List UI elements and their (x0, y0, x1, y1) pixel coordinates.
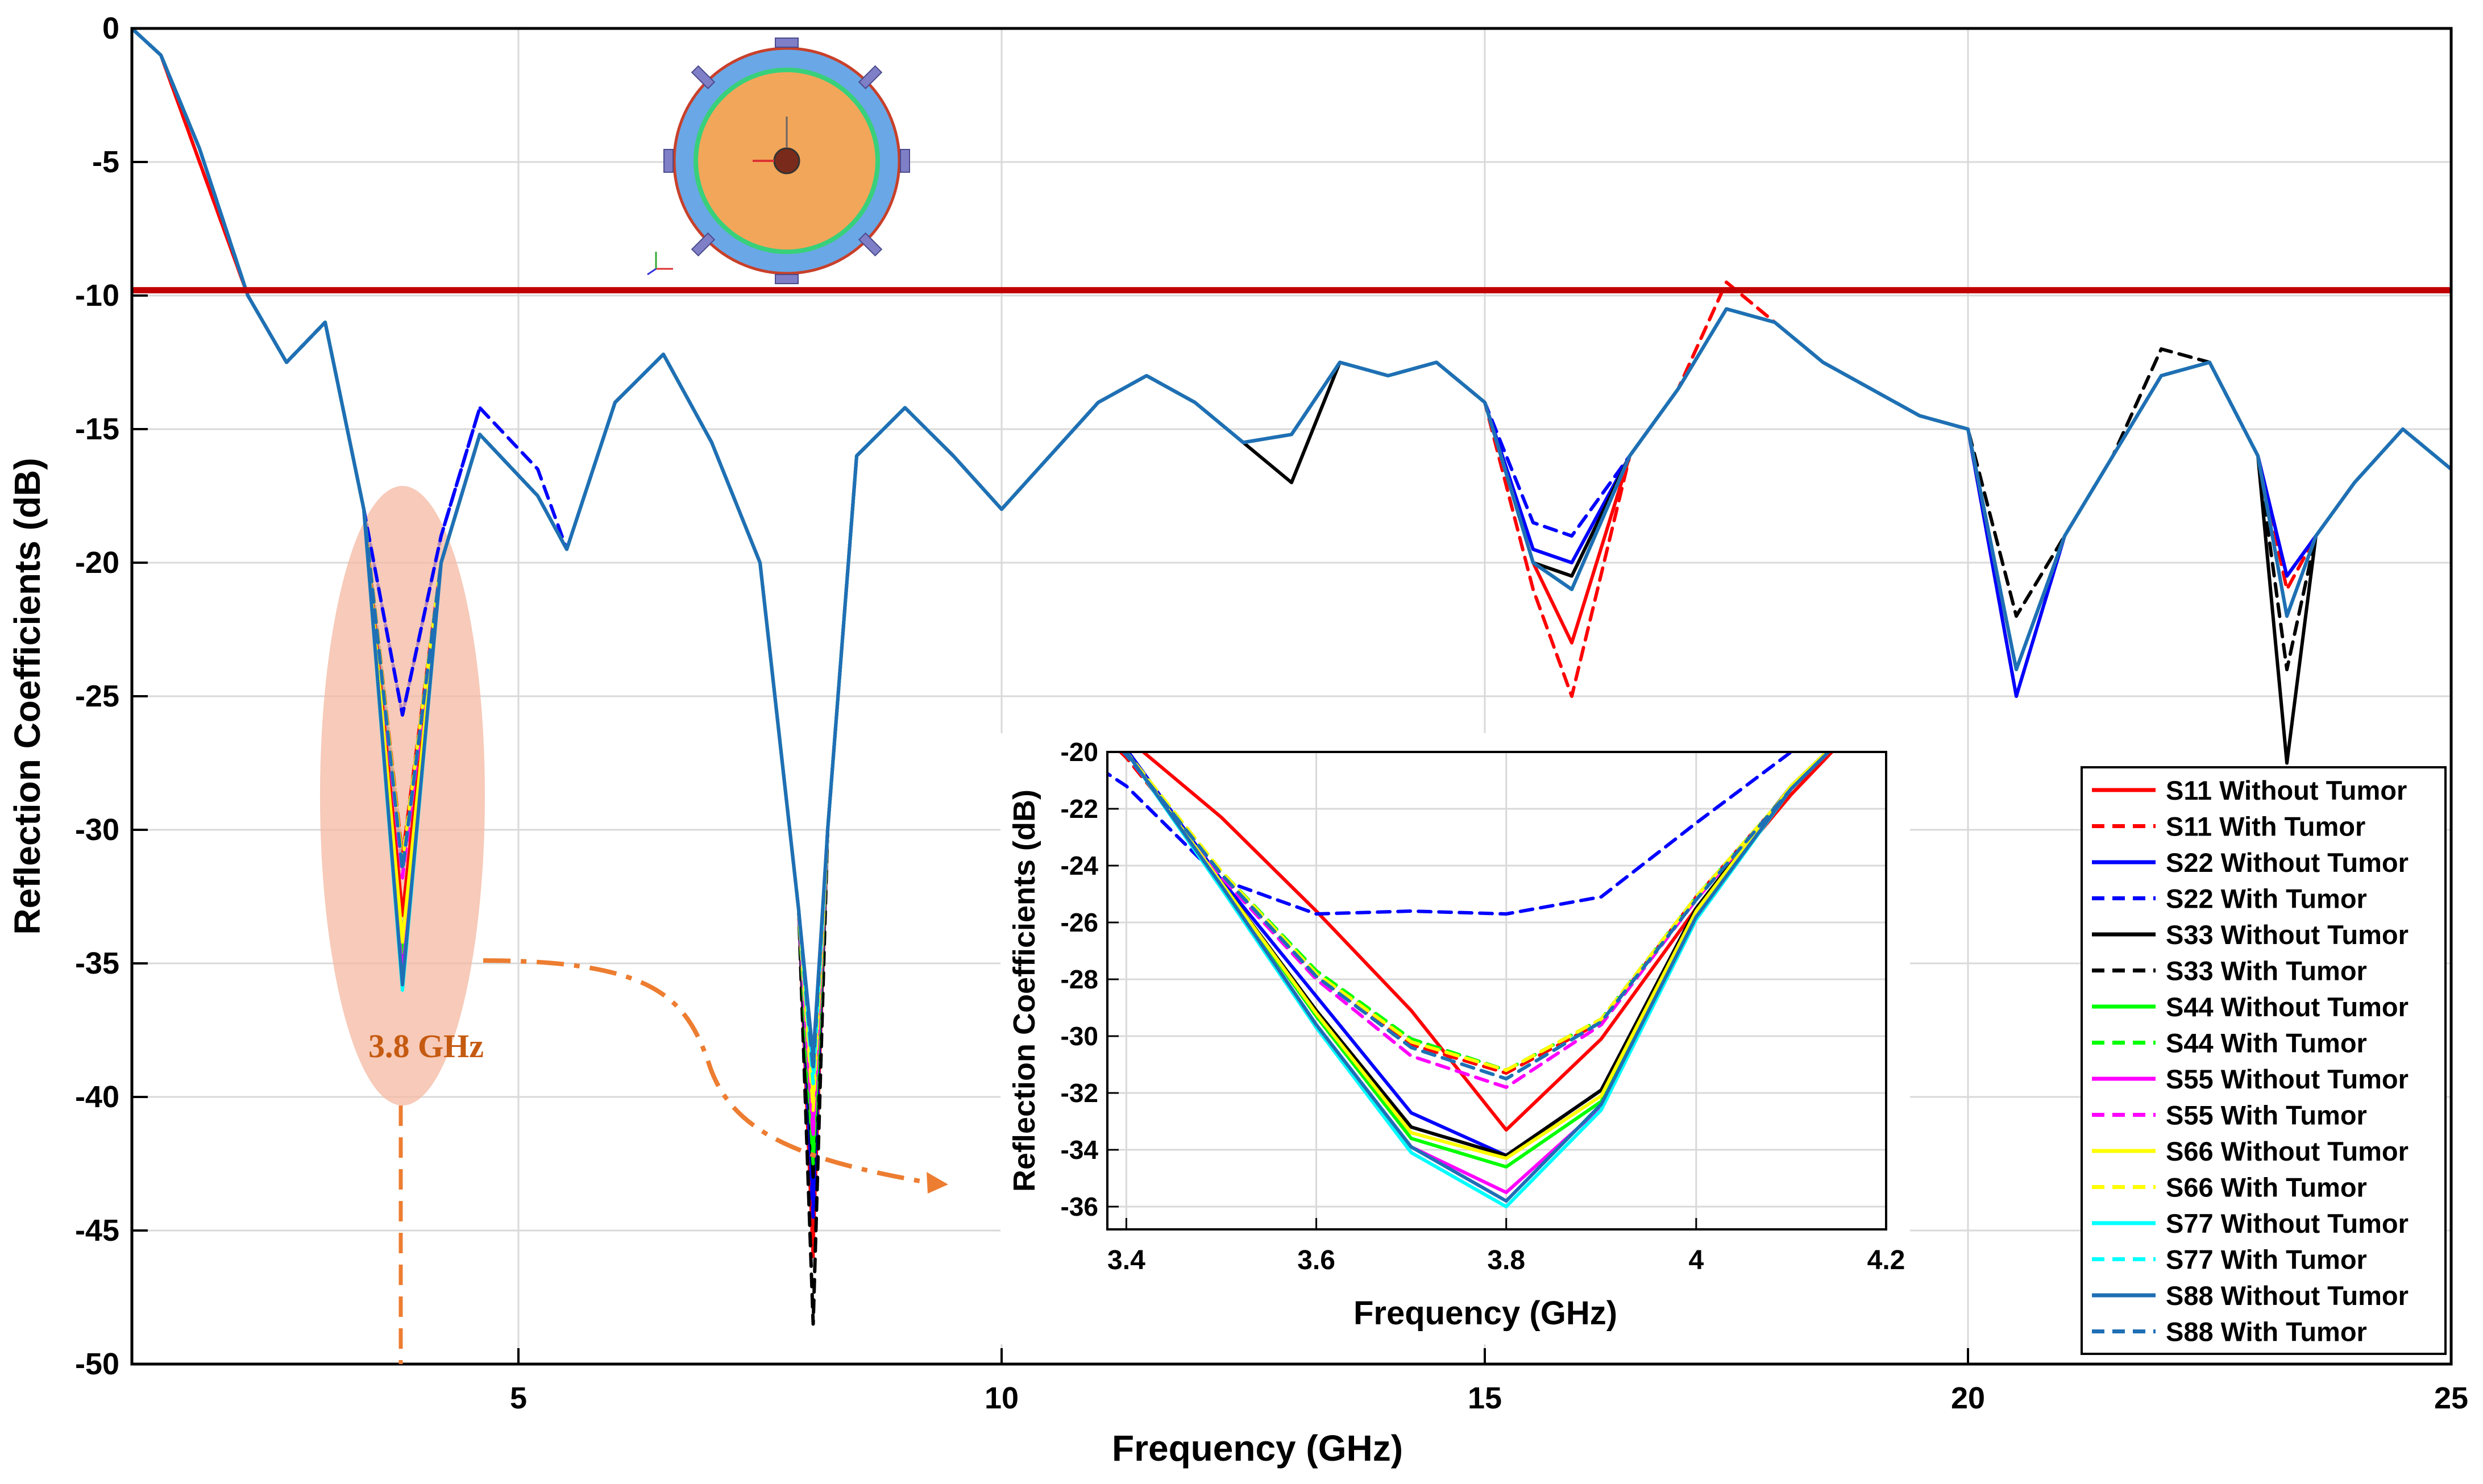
inset-series-s22-with-tumor (1107, 752, 1795, 916)
inset-y-tick-label: -32 (1061, 1078, 1098, 1108)
legend-entry: S11 Without Tumor (2166, 775, 2407, 805)
legend-entry: S33 With Tumor (2166, 956, 2367, 986)
y-tick-label: -50 (75, 1347, 119, 1381)
inset-x-tick-label: 3.4 (1107, 1245, 1145, 1275)
legend-entry: S22 Without Tumor (2166, 847, 2409, 878)
series-overlay-s88-with-tumor (285, 321, 481, 872)
main-x-axis-label: Frequency (GHz) (1112, 1428, 1403, 1469)
inset-plot-area (1107, 752, 1886, 1229)
inset-plot-frame (1106, 751, 1887, 1231)
inset-series (1107, 752, 1834, 1208)
x-tick-label: 10 (985, 1381, 1019, 1415)
inset-x-axis-label: Frequency (GHz) (1353, 1295, 1617, 1332)
x-tick-label: 20 (1951, 1381, 1985, 1415)
resonance-highlight: 3.8 GHz (320, 486, 948, 1364)
y-tick-label: -45 (75, 1213, 119, 1248)
zoom-arrow-head (927, 1172, 948, 1194)
legend-box (2081, 766, 2447, 1355)
y-tick-label: -10 (75, 278, 119, 313)
inset-x-tick-label: 4.2 (1867, 1245, 1905, 1275)
legend-entry: S77 Without Tumor (2166, 1208, 2409, 1238)
axis-triad-icon (647, 252, 673, 276)
legend-entry: S66 With Tumor (2166, 1173, 2367, 1203)
inset-series-s88-without-tumor (1123, 752, 1831, 1203)
inset-y-tick-label: -34 (1061, 1135, 1099, 1165)
legend-entry: S33 Without Tumor (2166, 920, 2409, 950)
legend-entry: S22 With Tumor (2166, 884, 2367, 914)
inset-y-tick-label: -26 (1061, 908, 1098, 937)
legend-entry: S44 With Tumor (2166, 1028, 2367, 1058)
zoom-arrow (483, 958, 927, 1184)
legend-entry: S77 With Tumor (2166, 1245, 2367, 1275)
inset-series-s66-with-tumor (1123, 752, 1831, 1072)
x-tick-label: 25 (2434, 1381, 2468, 1415)
inset-x-tick-label: 4 (1689, 1245, 1704, 1275)
main-y-axis-label: Reflection Coefficients (dB) (7, 458, 48, 934)
inset-y-tick-label: -22 (1061, 794, 1098, 824)
y-tick-label: -30 (75, 813, 119, 847)
y-tick-label: -20 (75, 546, 119, 580)
inset-tick-labels: 3.4 3.6 3.8 4 4.2 -20 -22 -24 -26 -28 -30 -32 -34 -36 (1061, 737, 1905, 1275)
legend-entry: S11 With Tumor (2166, 812, 2365, 842)
inset-y-tick-label: -20 (1061, 737, 1098, 767)
inset-x-tick-label: 3.8 (1487, 1245, 1525, 1275)
y-tick-label: 0 (102, 11, 119, 45)
legend: S11 Without Tumor S11 With Tumor S22 Witho… (2081, 766, 2447, 1355)
highlight-label: 3.8 GHz (368, 1028, 484, 1065)
inset-x-tick-label: 3.6 (1297, 1245, 1335, 1275)
y-tick-label: -25 (75, 679, 119, 713)
y-tick-label: -35 (75, 946, 119, 980)
x-tick-label: 15 (1468, 1381, 1502, 1415)
main-tick-labels: 5 10 15 20 25 0 -5 -10 -15 -20 -25 -30 -35 -40 -45 -50 (75, 11, 2468, 1415)
legend-entry: S88 With Tumor (2166, 1317, 2367, 1347)
legend-entry: S55 Without Tumor (2166, 1064, 2409, 1094)
inset-y-tick-label: -28 (1061, 965, 1098, 994)
antenna-elements (663, 38, 910, 284)
legend-entry: S44 Without Tumor (2166, 992, 2409, 1022)
legend-entry: S88 Without Tumor (2166, 1281, 2409, 1311)
x-tick-label: 5 (510, 1381, 527, 1415)
inset-y-axis-label: Reflection Coefficients (dB) (1007, 789, 1041, 1192)
y-tick-label: -40 (75, 1080, 119, 1114)
inset-plot: 3.4 3.6 3.8 4 4.2 -20 -22 -24 -26 -28 -30 -32 -34 -36… (1000, 733, 1910, 1344)
inset-series-s88-with-tumor (1120, 752, 1831, 1080)
inset-y-tick-label: -36 (1061, 1192, 1098, 1221)
antenna-array-diagram (647, 38, 910, 284)
legend-entry: S55 With Tumor (2166, 1100, 2367, 1130)
series-overlay (285, 321, 481, 992)
highlight-ellipse (320, 486, 485, 1105)
inset-y-tick-label: -24 (1061, 851, 1099, 880)
y-tick-label: -15 (75, 412, 119, 446)
tumor-marker (773, 147, 800, 174)
inset-y-tick-label: -30 (1061, 1021, 1098, 1051)
legend-entry: S66 Without Tumor (2166, 1136, 2409, 1166)
y-tick-label: -5 (92, 145, 119, 179)
main-plot-frame (130, 27, 2453, 1366)
